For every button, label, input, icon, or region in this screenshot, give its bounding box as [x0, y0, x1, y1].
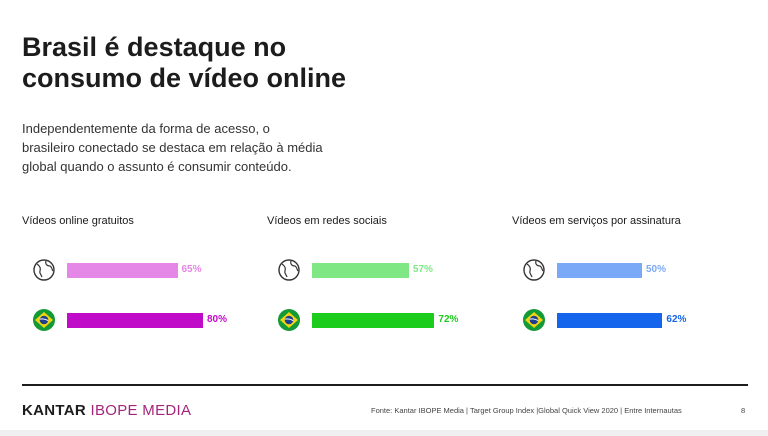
bar-row: 80%	[22, 308, 262, 332]
bar	[67, 263, 178, 278]
chart-title: Vídeos em redes sociais	[267, 215, 387, 227]
kantar-ibope-logo: KANTAR IBOPE MEDIA	[22, 402, 191, 419]
bar	[557, 313, 663, 328]
bar-row: 72%	[267, 308, 507, 332]
bar-value-label: 50%	[646, 264, 667, 275]
title-line-2: consumo de vídeo online	[22, 63, 347, 93]
logo-kantar-text: KANTAR	[22, 402, 87, 419]
bar-value-label: 57%	[412, 264, 433, 275]
globe-icon	[32, 258, 56, 282]
page-subtitle: Independentemente da forma de acesso, o …	[22, 119, 382, 176]
bar	[557, 263, 642, 278]
bar-value-label: 80%	[207, 314, 228, 325]
page-number: 8	[741, 406, 746, 415]
source-note: Fonte: Kantar IBOPE Media | Target Group…	[371, 406, 682, 415]
brazil-flag-icon	[277, 308, 301, 332]
bottom-strip	[0, 430, 768, 436]
globe-icon	[277, 258, 301, 282]
bar	[312, 313, 435, 328]
subtitle-line-1: Independentemente da forma de acesso, o	[22, 121, 270, 136]
bar-row: 62%	[512, 308, 752, 332]
chart-title: Vídeos em serviços por assinatura	[512, 215, 681, 227]
bar	[312, 263, 409, 278]
title-line-1: Brasil é destaque no	[22, 32, 287, 62]
chart-panel: Vídeos em serviços por assinatura 50% 62%	[512, 210, 752, 340]
page-title: Brasil é destaque no consumo de vídeo on…	[22, 32, 442, 94]
chart-title: Vídeos online gratuitos	[22, 215, 134, 227]
logo-ibope-text: IBOPE MEDIA	[90, 402, 192, 419]
bar	[67, 313, 203, 328]
subtitle-line-2: brasileiro conectado se destaca em relaç…	[22, 140, 323, 155]
brazil-flag-icon	[32, 308, 56, 332]
bar-row: 57%	[267, 258, 507, 282]
bar-value-label: 72%	[438, 314, 459, 325]
globe-icon	[522, 258, 546, 282]
chart-panel: Vídeos online gratuitos 65% 80%	[22, 210, 262, 340]
subtitle-line-3: global quando o assunto é consumir conte…	[22, 159, 292, 174]
footer-divider	[22, 384, 748, 386]
chart-panel: Vídeos em redes sociais 57% 72%	[267, 210, 507, 340]
brazil-flag-icon	[522, 308, 546, 332]
bar-row: 50%	[512, 258, 752, 282]
bar-value-label: 62%	[666, 314, 687, 325]
bar-row: 65%	[22, 258, 262, 282]
bar-value-label: 65%	[181, 264, 202, 275]
